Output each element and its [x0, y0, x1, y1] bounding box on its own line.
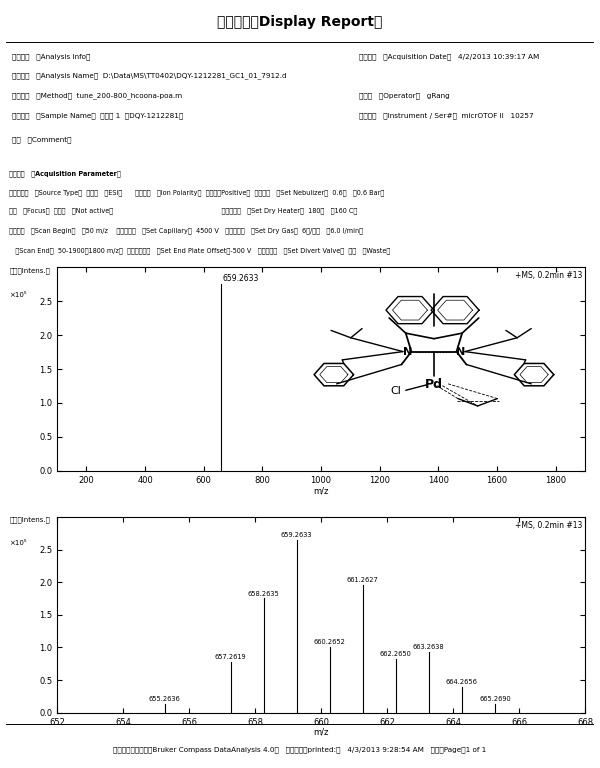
Text: 扫描范围   （Scan Begin）   （50 m/z    毛细管电压   （Set Capillary）  4500 V   干燥气流量   （Set : 扫描范围 （Scan Begin） （50 m/z 毛细管电压 （Set Cap… — [9, 227, 363, 234]
Text: +MS, 0.2min #13: +MS, 0.2min #13 — [515, 271, 583, 280]
Text: 分析信息   （Analysis Info）: 分析信息 （Analysis Info） — [12, 53, 90, 60]
Text: （Scan End）  50-1900（1800 m/z）  设置端板偏移   （Set End Plate Offset）-500 V   设置分流阀   （: （Scan End） 50-1900（1800 m/z） 设置端板偏移 （Set… — [9, 247, 390, 253]
Text: N: N — [456, 346, 466, 356]
X-axis label: m/z: m/z — [313, 728, 329, 737]
Text: Pd: Pd — [425, 379, 443, 392]
Text: 检测参数   （Acquisition Parameter）: 检测参数 （Acquisition Parameter） — [9, 170, 121, 177]
Text: ×10⁵: ×10⁵ — [10, 541, 27, 546]
Text: 评注   （Comment）: 评注 （Comment） — [12, 137, 71, 143]
Text: N: N — [403, 346, 412, 356]
Text: 658.2635: 658.2635 — [248, 591, 280, 597]
Text: 数据分析软件型号（Bruker Compass DataAnalysis 4.0）   打印时间（printed:）   4/3/2013 9:28:54 AM: 数据分析软件型号（Bruker Compass DataAnalysis 4.0… — [113, 746, 487, 753]
Text: ×10⁵: ×10⁵ — [10, 292, 27, 298]
Text: 聚焦   （Focus）  未激活   （Not active）                                                : 聚焦 （Focus） 未激活 （Not active） — [9, 207, 357, 214]
Text: +MS, 0.2min #13: +MS, 0.2min #13 — [515, 521, 583, 530]
Text: 操作员   （Operator）   gRang: 操作员 （Operator） gRang — [359, 92, 449, 99]
Text: 657.2619: 657.2619 — [215, 654, 247, 660]
Text: 样品名称   （Sample Name）  化合物 1  （DQY-1212281）: 样品名称 （Sample Name） 化合物 1 （DQY-1212281） — [12, 113, 183, 119]
Text: 661.2627: 661.2627 — [347, 578, 379, 584]
Text: 分析名称   （Analysis Name）  D:\Data\MS\TT0402\DQY-1212281_GC1_01_7912.d: 分析名称 （Analysis Name） D:\Data\MS\TT0402\D… — [12, 72, 287, 79]
Text: 662.2650: 662.2650 — [380, 650, 412, 657]
Text: 强度（Intens.）: 强度（Intens.） — [10, 267, 50, 274]
Text: 强度（Intens.）: 强度（Intens.） — [10, 517, 50, 524]
Text: 显示报告（Display Report）: 显示报告（Display Report） — [217, 15, 383, 29]
Text: 659.2633: 659.2633 — [281, 531, 313, 538]
X-axis label: m/z: m/z — [313, 486, 329, 495]
Text: 664.2656: 664.2656 — [446, 679, 478, 684]
Text: 采集时间   （Acquisition Date）   4/2/2013 10:39:17 AM: 采集时间 （Acquisition Date） 4/2/2013 10:39:1… — [359, 53, 539, 60]
Text: 分析方法   （Method）  tune_200-800_hcoona-poa.m: 分析方法 （Method） tune_200-800_hcoona-poa.m — [12, 92, 182, 99]
Text: 655.2636: 655.2636 — [149, 696, 181, 702]
Text: 仪器型号   （Instrument / Ser#）  micrOTOF II   10257: 仪器型号 （Instrument / Ser#） micrOTOF II 102… — [359, 113, 533, 119]
Text: 665.2690: 665.2690 — [479, 696, 511, 702]
Text: 离子源类型   （Source Type）  电喷雾   （ESI）      离子极性   （Ion Polarity）  阳离子（Positive）  雾化: 离子源类型 （Source Type） 电喷雾 （ESI） 离子极性 （Ion … — [9, 189, 384, 196]
Text: 659.2633: 659.2633 — [223, 274, 259, 283]
Text: 663.2638: 663.2638 — [413, 644, 445, 650]
Text: Cl: Cl — [391, 386, 401, 396]
Text: 660.2652: 660.2652 — [314, 640, 346, 645]
